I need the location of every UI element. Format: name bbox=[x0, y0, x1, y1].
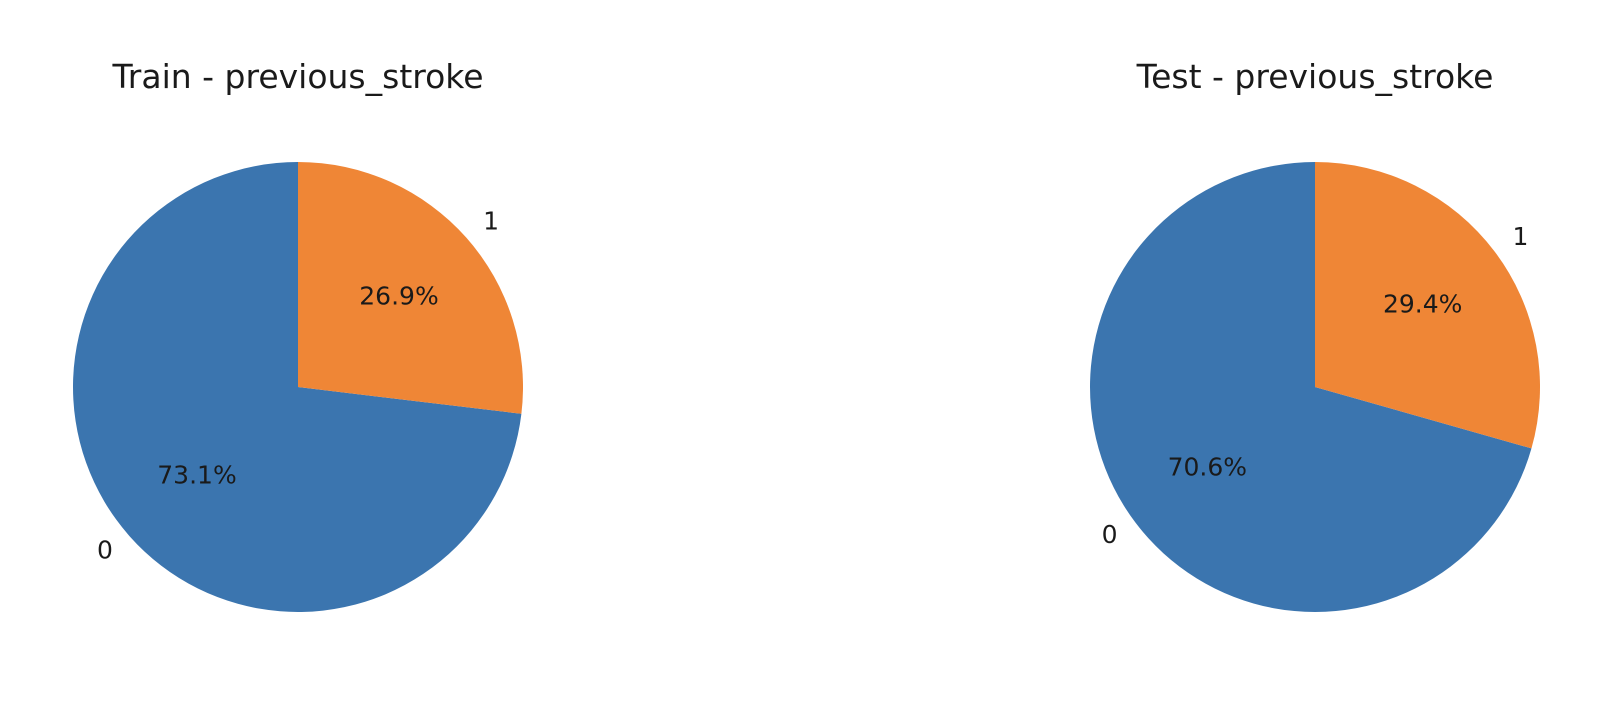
train-percent-label-0: 73.1% bbox=[157, 461, 236, 490]
test-category-label-1: 1 bbox=[1513, 222, 1529, 251]
train-chart-title: Train - previous_stroke bbox=[111, 57, 483, 96]
test-chart-title: Test - previous_stroke bbox=[1136, 57, 1494, 96]
train-category-label-0: 0 bbox=[97, 535, 113, 564]
test-slice-0 bbox=[1090, 162, 1532, 612]
test-percent-label-0: 70.6% bbox=[1168, 452, 1247, 481]
train-pie-slices bbox=[73, 162, 524, 612]
train-percent-label-1: 26.9% bbox=[359, 281, 438, 310]
test-percent-label-1: 29.4% bbox=[1383, 290, 1462, 319]
test-pie-slices bbox=[1090, 162, 1541, 612]
train-slice-1 bbox=[298, 162, 524, 414]
test-slice-1 bbox=[1315, 162, 1541, 449]
test-category-label-0: 0 bbox=[1102, 520, 1118, 549]
train-slice-0 bbox=[73, 162, 522, 612]
train-pie-labels: 0 73.1% 1 26.9% bbox=[97, 207, 499, 565]
test-pie-labels: 0 70.6% 1 29.4% bbox=[1102, 222, 1529, 549]
train-category-label-1: 1 bbox=[483, 207, 499, 236]
test-pie-chart: Test - previous_stroke 0 70.6% 1 29.4% bbox=[1090, 57, 1541, 612]
train-pie-chart: Train - previous_stroke 0 73.1% 1 26.9% bbox=[73, 57, 524, 612]
